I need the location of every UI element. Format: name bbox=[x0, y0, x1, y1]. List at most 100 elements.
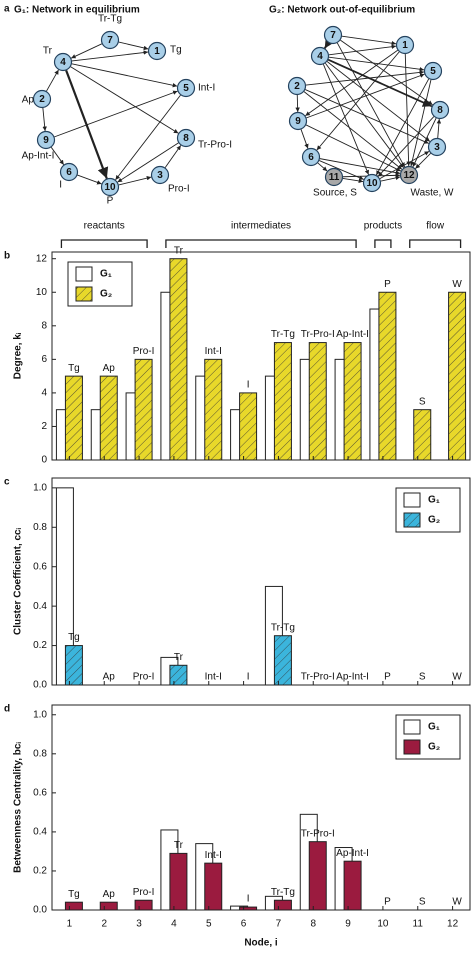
node-label: Waste, W bbox=[411, 188, 455, 199]
bar bbox=[204, 358, 223, 461]
bar bbox=[239, 392, 258, 461]
node-id: 1 bbox=[154, 46, 160, 57]
network-edge bbox=[327, 58, 433, 108]
x-tick-label: 9 bbox=[345, 919, 351, 930]
x-tick-label: 2 bbox=[101, 919, 107, 930]
category-label: Ap-Int-I bbox=[336, 329, 369, 340]
network-edge bbox=[70, 66, 179, 134]
category-label: Tr-Pro-I bbox=[301, 672, 335, 683]
y-tick-label: 0.0 bbox=[33, 680, 47, 691]
network-node bbox=[395, 35, 415, 55]
category-label: Tr-Tg bbox=[271, 622, 295, 633]
category-label: Ap bbox=[103, 672, 116, 683]
network-node bbox=[323, 25, 343, 45]
network-edge bbox=[340, 39, 433, 106]
category-label: Pro-I bbox=[133, 346, 155, 357]
category-label: W bbox=[452, 672, 462, 683]
bar bbox=[343, 860, 362, 911]
network-node bbox=[176, 78, 196, 98]
bar bbox=[134, 358, 153, 461]
bar bbox=[64, 645, 83, 686]
x-tick-label: 5 bbox=[206, 919, 212, 930]
category-label: Tr bbox=[174, 652, 184, 663]
node-id: 5 bbox=[430, 66, 436, 77]
network-edge bbox=[380, 175, 401, 182]
bar bbox=[134, 899, 153, 911]
category-label: Ap bbox=[103, 363, 116, 374]
y-tick-label: 12 bbox=[36, 253, 48, 264]
group-bracket bbox=[60, 239, 148, 248]
network-node bbox=[100, 30, 120, 50]
network-edge bbox=[319, 158, 401, 175]
node-id: 4 bbox=[60, 57, 66, 68]
legend-label: G₂ bbox=[428, 515, 440, 526]
network-edge bbox=[415, 153, 431, 169]
network-node bbox=[287, 76, 307, 96]
category-label: Pro-I bbox=[133, 672, 155, 683]
x-tick-label: 12 bbox=[447, 919, 459, 930]
network-edge bbox=[322, 64, 370, 175]
panel-label: b bbox=[4, 251, 10, 262]
node-id: 5 bbox=[183, 83, 189, 94]
network-node bbox=[36, 130, 56, 150]
bar bbox=[448, 291, 467, 461]
network-edge bbox=[305, 124, 402, 172]
category-label: S bbox=[419, 897, 426, 908]
category-label: S bbox=[419, 672, 426, 683]
bar bbox=[64, 901, 83, 911]
node-label: Ap-Int-I bbox=[22, 151, 55, 162]
network-title: G₂: Network out-of-equilibrium bbox=[269, 5, 415, 16]
node-label: Tg bbox=[170, 45, 182, 56]
bar bbox=[273, 899, 292, 911]
x-tick-label: 11 bbox=[413, 919, 424, 930]
y-tick-label: 0.2 bbox=[33, 866, 47, 877]
legend-swatch bbox=[403, 739, 421, 755]
node-id: 10 bbox=[366, 178, 378, 189]
group-label: flow bbox=[426, 221, 445, 232]
y-tick-label: 0 bbox=[41, 455, 47, 466]
bar bbox=[378, 291, 397, 461]
network-edge bbox=[336, 42, 406, 168]
y-tick-label: 0.6 bbox=[33, 561, 47, 572]
node-label: I bbox=[59, 180, 62, 191]
category-label: Tg bbox=[68, 632, 80, 643]
network-edge bbox=[118, 175, 152, 186]
network-edge bbox=[70, 43, 103, 59]
group-bracket bbox=[165, 239, 357, 248]
bar bbox=[169, 852, 188, 911]
panel-label: c bbox=[4, 477, 10, 488]
node-label: P bbox=[107, 196, 114, 207]
group-label: reactants bbox=[84, 221, 125, 232]
plot-frame bbox=[51, 251, 471, 461]
network-node bbox=[430, 100, 450, 120]
network-edge bbox=[115, 94, 181, 181]
network-edge bbox=[118, 41, 149, 51]
network-node bbox=[150, 165, 170, 185]
x-tick-label: 3 bbox=[136, 919, 142, 930]
network-edge bbox=[303, 91, 403, 170]
group-label: products bbox=[364, 221, 402, 232]
node-label: Tr bbox=[43, 46, 53, 57]
network-node bbox=[423, 61, 443, 81]
bar bbox=[308, 342, 327, 461]
x-tick-label: 7 bbox=[276, 919, 282, 930]
network-edge bbox=[377, 116, 435, 177]
legend-label: G₁ bbox=[428, 722, 440, 733]
y-axis-label: Cluster Coefficient, ccᵢ bbox=[13, 527, 24, 635]
network-node bbox=[288, 111, 308, 131]
network-edge bbox=[341, 35, 397, 46]
category-label: P bbox=[384, 672, 391, 683]
category-label: Tr bbox=[174, 245, 184, 256]
network-edge bbox=[375, 78, 430, 176]
legend-swatch bbox=[403, 512, 421, 528]
network-node bbox=[362, 173, 382, 193]
network-edge bbox=[117, 142, 179, 183]
bar bbox=[343, 342, 362, 461]
node-id: 6 bbox=[308, 152, 314, 163]
x-tick-label: 1 bbox=[67, 919, 73, 930]
node-id: 9 bbox=[295, 116, 301, 127]
network-edge bbox=[326, 61, 431, 142]
network-edge bbox=[42, 107, 47, 132]
network-edge bbox=[300, 129, 309, 149]
